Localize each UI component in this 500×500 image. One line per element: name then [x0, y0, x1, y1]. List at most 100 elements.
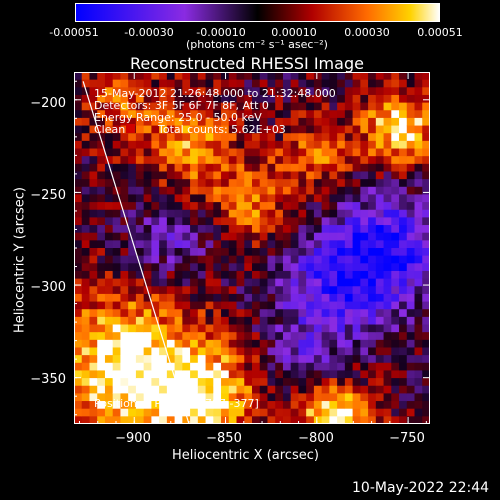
heatmap-cell	[352, 378, 361, 387]
heatmap-cell	[190, 385, 199, 394]
heatmap-cell	[221, 248, 230, 257]
heatmap-plot	[74, 72, 430, 424]
heatmap-cell	[399, 416, 408, 424]
heatmap-cell	[89, 355, 98, 364]
heatmap-cell	[352, 270, 361, 280]
heatmap-cell	[306, 301, 315, 310]
heatmap-cell	[306, 270, 315, 280]
heatmap-cell	[337, 293, 346, 303]
heatmap-cell	[298, 217, 307, 226]
heatmap-cell	[298, 393, 307, 402]
heatmap-cell	[252, 163, 261, 173]
heatmap-cell	[213, 156, 222, 165]
heatmap-cell	[213, 194, 222, 203]
heatmap-cell	[375, 186, 385, 196]
heatmap-cell	[406, 416, 416, 424]
heatmap-cell	[104, 240, 114, 249]
heatmap-cell	[321, 225, 330, 234]
heatmap-cell	[352, 194, 361, 203]
heatmap-cell	[275, 156, 284, 165]
heatmap-cell	[221, 293, 230, 303]
heatmap-cell	[391, 110, 400, 119]
heatmap-cell	[236, 117, 245, 127]
heatmap-cell	[135, 110, 145, 119]
heatmap-cell	[313, 171, 323, 180]
heatmap-cell	[275, 171, 284, 180]
heatmap-cell	[306, 240, 315, 249]
heatmap-cell	[151, 286, 160, 295]
heatmap-cell	[190, 278, 199, 287]
heatmap-cell	[375, 87, 385, 96]
heatmap-cell	[352, 140, 361, 150]
heatmap-cell	[128, 270, 137, 280]
heatmap-cell	[128, 401, 137, 410]
heatmap-cell	[97, 179, 106, 188]
heatmap-cell	[344, 248, 354, 257]
heatmap-cell	[298, 232, 307, 241]
heatmap-cell	[383, 309, 392, 318]
heatmap-cell	[383, 163, 392, 173]
heatmap-cell	[375, 255, 385, 264]
heatmap-cell	[406, 378, 416, 387]
heatmap-cell	[290, 232, 300, 241]
heatmap-cell	[104, 110, 114, 119]
heatmap-cell	[104, 125, 114, 134]
heatmap-cell	[352, 87, 361, 96]
heatmap-cell	[89, 79, 98, 88]
heatmap-cell	[244, 125, 253, 134]
heatmap-cell	[135, 286, 145, 295]
heatmap-cell	[74, 72, 83, 81]
heatmap-cell	[104, 293, 114, 303]
heatmap-cell	[97, 309, 106, 318]
heatmap-cell	[128, 339, 137, 349]
heatmap-cell	[298, 416, 307, 424]
heatmap-cell	[81, 248, 91, 257]
heatmap-cell	[298, 278, 307, 287]
heatmap-cell	[236, 133, 245, 142]
heatmap-cell	[81, 370, 91, 379]
heatmap-cell	[406, 293, 416, 303]
heatmap-cell	[344, 163, 354, 173]
heatmap-cell	[313, 148, 323, 157]
heatmap-cell	[399, 362, 408, 372]
heatmap-cell	[406, 148, 416, 157]
heatmap-cell	[89, 156, 98, 165]
heatmap-cell	[166, 94, 176, 104]
heatmap-cell	[383, 117, 392, 127]
heatmap-cell	[383, 87, 392, 96]
heatmap-cell	[236, 278, 245, 287]
heatmap-cell	[236, 393, 245, 402]
heatmap-cell	[159, 248, 168, 257]
heatmap-cell	[306, 202, 315, 211]
footer-timestamp: 10-May-2022 22:44	[352, 480, 490, 496]
heatmap-cell	[252, 255, 261, 264]
heatmap-cell	[74, 301, 83, 310]
heatmap-cell	[313, 401, 323, 410]
heatmap-cell	[128, 408, 137, 417]
heatmap-cell	[406, 133, 416, 142]
heatmap-cell	[321, 133, 330, 142]
heatmap-cell	[321, 270, 330, 280]
heatmap-cell	[190, 316, 199, 326]
heatmap-cell	[321, 309, 330, 318]
heatmap-cell	[190, 240, 199, 249]
heatmap-cell	[360, 385, 369, 394]
heatmap-cell	[112, 301, 122, 310]
heatmap-cell	[344, 117, 354, 127]
heatmap-cell	[135, 355, 145, 364]
heatmap-cell	[112, 324, 122, 333]
heatmap-cell	[337, 133, 346, 142]
heatmap-cell	[282, 202, 292, 211]
heatmap-cell	[89, 401, 98, 410]
heatmap-cell	[406, 255, 416, 264]
heatmap-cell	[344, 202, 354, 211]
heatmap-cell	[329, 401, 338, 410]
heatmap-cell	[228, 370, 238, 379]
heatmap-cell	[375, 293, 385, 303]
heatmap-cell	[337, 332, 346, 341]
heatmap-cell	[213, 186, 222, 196]
heatmap-cell	[344, 293, 354, 303]
heatmap-cell	[81, 401, 91, 410]
heatmap-cell	[182, 301, 191, 310]
heatmap-cell	[205, 293, 214, 303]
